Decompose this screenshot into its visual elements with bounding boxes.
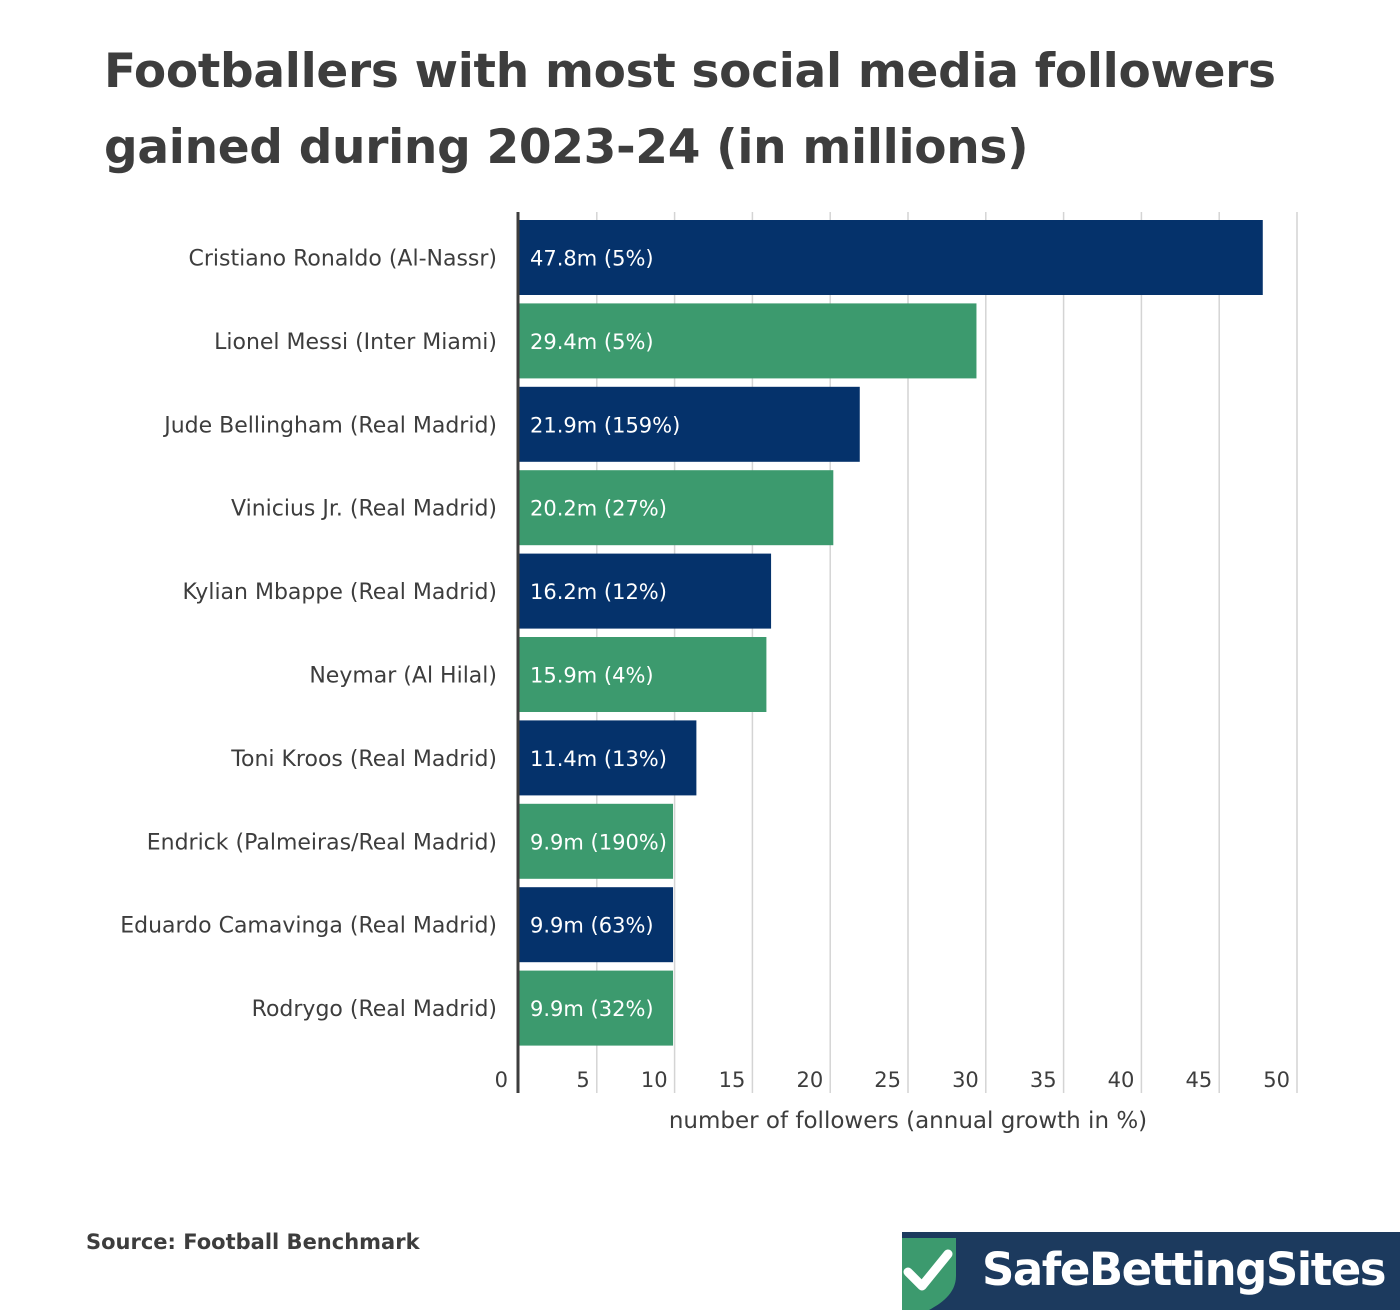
category-labels: Cristiano Ronaldo (Al-Nassr) Lionel Messi… — [120, 247, 497, 1023]
x-tick-label: 35 — [1030, 1068, 1057, 1092]
bar-data-label: 21.9m (159%) — [530, 413, 680, 437]
brand-logo: SafeBettingSites — [902, 1232, 1400, 1310]
x-axis-label: number of followers (annual growth in %) — [669, 1108, 1147, 1134]
category-label: Neymar (Al Hilal) — [309, 664, 497, 689]
bars: 47.8m (5%) 29.4m (5%) 21.9m (159%) 20.2m (2… — [519, 220, 1263, 1046]
category-label: Vinicius Jr. (Real Madrid) — [231, 497, 497, 522]
bar-data-label: 16.2m (12%) — [530, 580, 667, 604]
x-tick-label: 15 — [719, 1068, 746, 1092]
x-tick-label: 30 — [952, 1068, 979, 1092]
bar — [519, 220, 1263, 295]
bar — [519, 386, 860, 462]
bar — [519, 887, 674, 963]
bar-data-label: 20.2m (27%) — [530, 497, 667, 521]
bar — [519, 720, 697, 796]
bar — [519, 637, 767, 712]
category-label: Eduardo Camavinga (Real Madrid) — [120, 914, 497, 939]
chart-title: Footballers with most social media follo… — [104, 44, 1276, 175]
bar-data-label: 9.9m (63%) — [530, 914, 654, 938]
bar — [519, 970, 674, 1046]
bar — [519, 803, 674, 879]
shield-check-icon — [902, 1238, 956, 1310]
source-note: Source: Football Benchmark — [86, 1230, 420, 1254]
x-tick-label: 45 — [1185, 1068, 1212, 1092]
x-tick-label: 5 — [576, 1068, 589, 1092]
bar-data-label: 11.4m (13%) — [530, 747, 667, 771]
bar-data-label: 9.9m (190%) — [530, 830, 667, 854]
bar-chart: 47.8m (5%) 29.4m (5%) 21.9m (159%) 20.2m (2… — [120, 212, 1298, 1134]
x-tick-label: 40 — [1108, 1068, 1135, 1092]
category-label: Toni Kroos (Real Madrid) — [230, 747, 497, 772]
category-label: Cristiano Ronaldo (Al-Nassr) — [189, 247, 497, 272]
bar-data-label: 9.9m (32%) — [530, 997, 654, 1021]
x-tick-label: 0 — [495, 1068, 508, 1092]
x-tick-label: 20 — [796, 1068, 823, 1092]
brand-logo-text: SafeBettingSites — [982, 1243, 1387, 1296]
x-tick-labels: 0 5 10 15 20 25 30 35 40 45 50 — [495, 1068, 1290, 1092]
bar — [519, 470, 834, 546]
bar-data-label: 29.4m (5%) — [530, 330, 654, 354]
bar-data-label: 15.9m (4%) — [530, 664, 654, 688]
bar — [519, 303, 977, 379]
x-tick-label: 50 — [1263, 1068, 1290, 1092]
category-label: Lionel Messi (Inter Miami) — [214, 330, 497, 355]
x-tick-label: 25 — [874, 1068, 901, 1092]
category-label: Jude Bellingham (Real Madrid) — [162, 413, 497, 438]
bar — [519, 553, 772, 629]
x-tick-label: 10 — [641, 1068, 668, 1092]
category-label: Endrick (Palmeiras/Real Madrid) — [147, 830, 497, 855]
category-label: Rodrygo (Real Madrid) — [252, 997, 497, 1022]
category-label: Kylian Mbappe (Real Madrid) — [182, 580, 497, 605]
bar-data-label: 47.8m (5%) — [530, 247, 654, 271]
